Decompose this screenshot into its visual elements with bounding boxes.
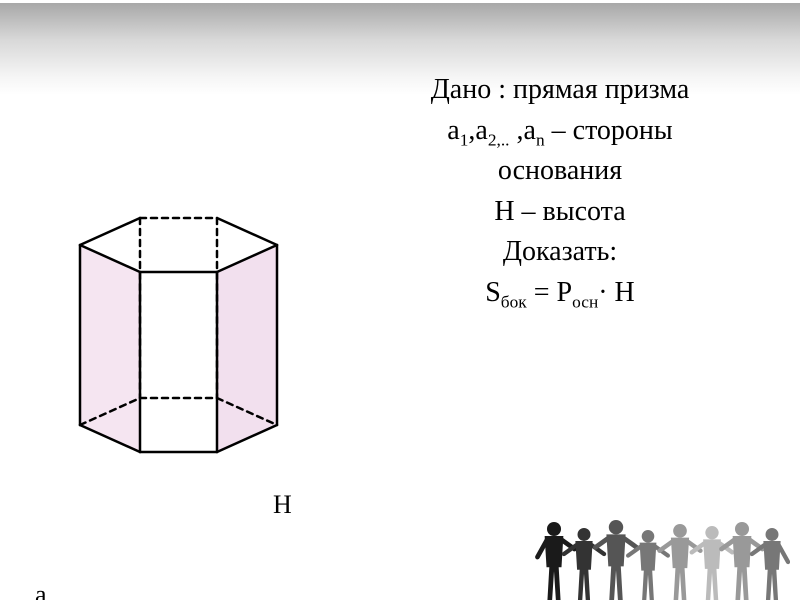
- an-sym: а: [524, 115, 536, 146]
- label-an: аn: [35, 580, 55, 600]
- a2-sym: а: [475, 115, 487, 146]
- label-H: H: [273, 490, 292, 520]
- dot-H: · Н: [598, 277, 635, 308]
- comma2: ,: [510, 115, 524, 146]
- a2-sub: 2,..: [488, 130, 510, 149]
- an-sub: n: [536, 130, 545, 149]
- prism-svg: [25, 175, 325, 505]
- a1-sym: а: [447, 115, 459, 146]
- prove-label: Доказать:: [340, 232, 780, 273]
- given-line-3: основания: [340, 151, 780, 192]
- sides-word: – стороны: [545, 115, 673, 146]
- S-sym: S: [485, 277, 501, 308]
- label-an-sub: n: [47, 596, 55, 600]
- osn-sub: осн: [572, 293, 598, 312]
- bok-sub: бок: [501, 293, 527, 312]
- eq-P: = Р: [527, 277, 572, 308]
- given-line-1: Дано : прямая призма: [340, 70, 780, 111]
- prism-diagram: H аn а1 а2 а3: [25, 175, 345, 575]
- formula-line: Sбок = Росн· Н: [340, 273, 780, 314]
- problem-text: Дано : прямая призма а1,а2,.. ,аn – стор…: [340, 70, 780, 314]
- given-line-2: а1,а2,.. ,аn – стороны: [340, 111, 780, 152]
- given-line-4: Н – высота: [340, 192, 780, 233]
- people-svg: [530, 490, 790, 600]
- label-an-a: а: [35, 580, 47, 600]
- people-silhouettes: [530, 490, 790, 600]
